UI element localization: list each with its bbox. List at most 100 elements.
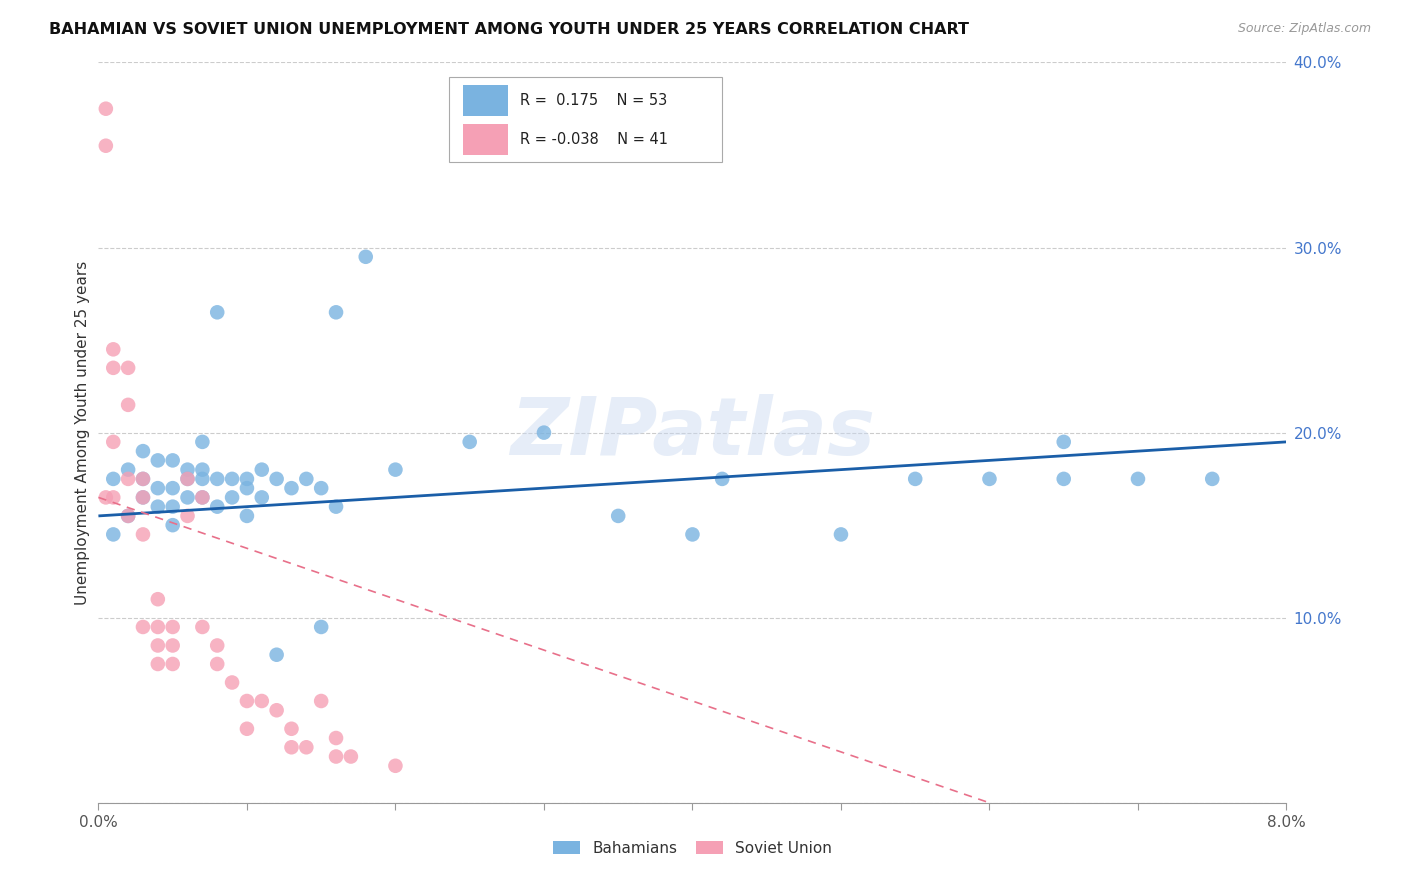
Point [146, 620, 169, 634]
Point [1126, 472, 1149, 486]
Point [280, 740, 302, 755]
Point [354, 250, 377, 264]
Point [146, 481, 169, 495]
Bar [463, 85, 509, 116]
Point [340, 749, 363, 764]
Point [94, 491, 117, 505]
Point [117, 360, 139, 375]
Point [176, 508, 198, 523]
Point [176, 463, 198, 477]
Legend: Bahamians, Soviet Union: Bahamians, Soviet Union [547, 835, 838, 862]
Point [117, 508, 139, 523]
Point [103, 491, 125, 505]
Point [117, 463, 139, 477]
Point [711, 472, 734, 486]
Point [458, 434, 481, 449]
Point [384, 758, 406, 772]
Point [176, 472, 198, 486]
Point [280, 722, 302, 736]
Point [266, 648, 288, 662]
Point [132, 472, 155, 486]
Point [146, 453, 169, 467]
Point [266, 472, 288, 486]
Bar [463, 124, 509, 155]
Point [162, 620, 184, 634]
Point [607, 508, 630, 523]
Point [191, 491, 214, 505]
Point [207, 472, 229, 486]
Point [103, 360, 125, 375]
Point [162, 657, 184, 671]
Point [103, 343, 125, 357]
Point [904, 472, 927, 486]
Point [1201, 472, 1223, 486]
Point [236, 481, 259, 495]
Point [146, 657, 169, 671]
Point [221, 472, 243, 486]
Point [162, 639, 184, 653]
Point [221, 675, 243, 690]
Point [162, 481, 184, 495]
Point [295, 472, 318, 486]
Point [162, 453, 184, 467]
Point [236, 694, 259, 708]
Point [207, 639, 229, 653]
Point [132, 491, 155, 505]
Point [132, 491, 155, 505]
Point [117, 508, 139, 523]
Point [295, 740, 318, 755]
Point [250, 463, 273, 477]
Point [325, 749, 347, 764]
Point [94, 102, 117, 116]
Point [979, 472, 1001, 486]
Point [236, 508, 259, 523]
Point [309, 481, 332, 495]
Point [132, 472, 155, 486]
Point [117, 472, 139, 486]
Point [236, 472, 259, 486]
Point [533, 425, 555, 440]
Point [146, 500, 169, 514]
Point [682, 527, 704, 541]
Text: R =  0.175    N = 53: R = 0.175 N = 53 [520, 93, 668, 108]
Point [191, 472, 214, 486]
Point [309, 620, 332, 634]
Point [250, 491, 273, 505]
Point [132, 527, 155, 541]
Point [309, 694, 332, 708]
Point [162, 500, 184, 514]
Point [132, 444, 155, 458]
Text: ZIPatlas: ZIPatlas [510, 393, 875, 472]
Point [207, 500, 229, 514]
Point [176, 491, 198, 505]
Point [117, 398, 139, 412]
Point [207, 657, 229, 671]
Point [384, 463, 406, 477]
Point [280, 481, 302, 495]
Point [191, 463, 214, 477]
Text: R = -0.038    N = 41: R = -0.038 N = 41 [520, 132, 668, 147]
Point [132, 620, 155, 634]
Point [146, 592, 169, 607]
Point [103, 472, 125, 486]
Point [103, 434, 125, 449]
Point [325, 500, 347, 514]
Point [266, 703, 288, 717]
Point [250, 694, 273, 708]
Text: Source: ZipAtlas.com: Source: ZipAtlas.com [1237, 22, 1371, 36]
Point [221, 491, 243, 505]
Point [103, 527, 125, 541]
Point [207, 305, 229, 319]
Point [191, 491, 214, 505]
Point [325, 305, 347, 319]
Point [191, 434, 214, 449]
Point [162, 518, 184, 533]
FancyBboxPatch shape [449, 78, 723, 162]
Point [1053, 434, 1076, 449]
Point [1053, 472, 1076, 486]
Point [325, 731, 347, 745]
Point [176, 472, 198, 486]
Y-axis label: Unemployment Among Youth under 25 years: Unemployment Among Youth under 25 years [75, 260, 90, 605]
Point [94, 138, 117, 153]
Point [830, 527, 852, 541]
